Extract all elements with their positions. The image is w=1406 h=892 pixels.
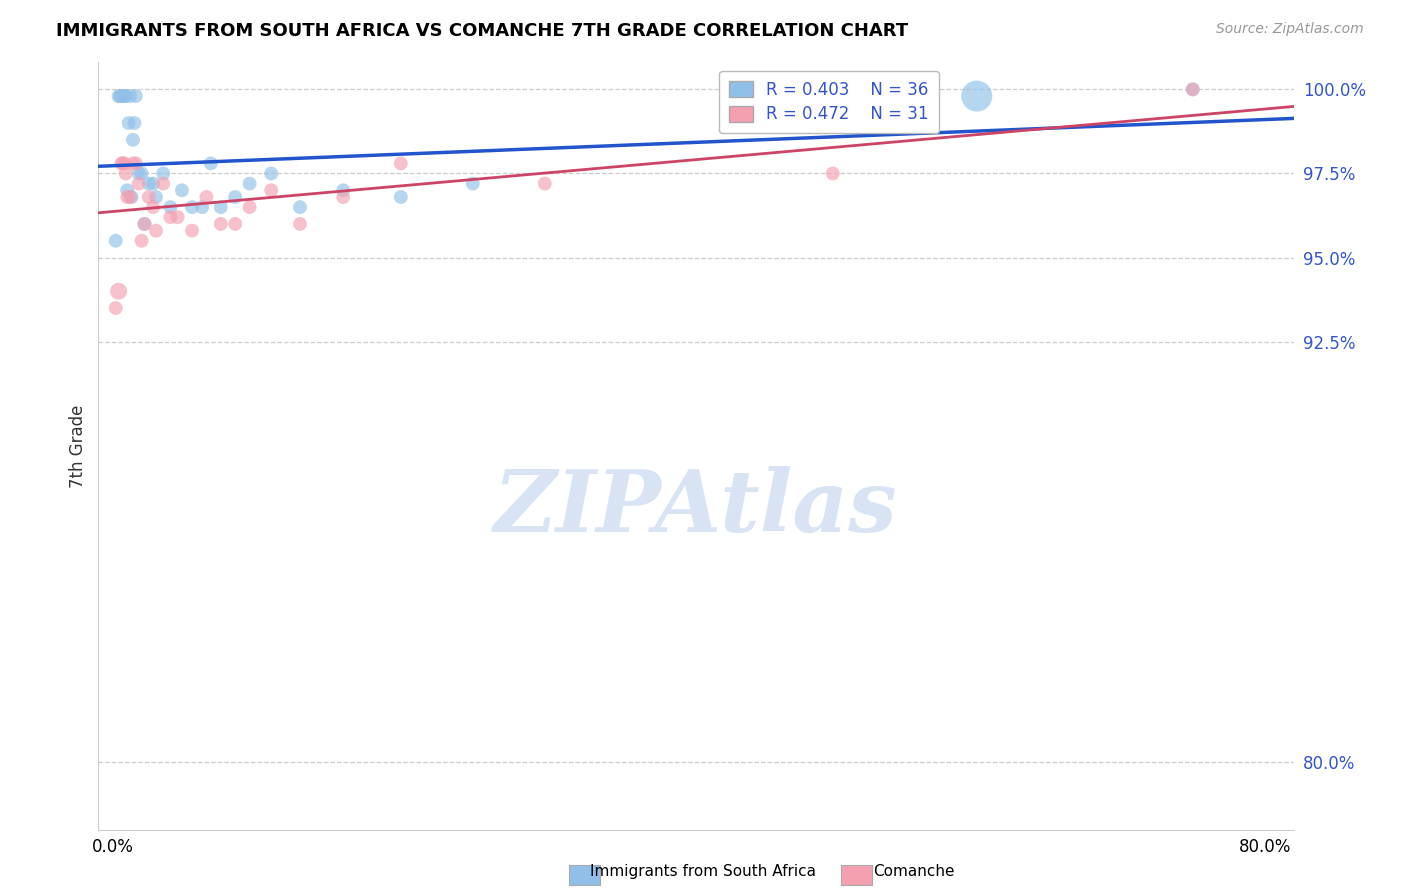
Point: [239, 177, 262, 191]
Point: [191, 200, 214, 214]
Point: [107, 89, 129, 103]
Point: [110, 156, 132, 170]
Point: [104, 301, 127, 315]
Text: Comanche: Comanche: [873, 863, 955, 879]
Point: [124, 116, 146, 130]
Point: [332, 190, 354, 204]
Point: [260, 183, 283, 197]
Point: [170, 183, 193, 197]
Point: [533, 177, 555, 191]
Point: [134, 217, 156, 231]
Point: [195, 190, 218, 204]
Point: [209, 217, 232, 231]
Text: Immigrants from South Africa: Immigrants from South Africa: [591, 863, 815, 879]
Point: [122, 156, 145, 170]
Point: [1181, 82, 1204, 96]
Point: [107, 284, 129, 298]
Point: [332, 183, 354, 197]
Point: [461, 177, 484, 191]
Point: [125, 156, 148, 170]
Point: [145, 190, 167, 204]
Point: [200, 156, 222, 170]
Point: [112, 89, 135, 103]
Point: [104, 234, 127, 248]
Point: [118, 116, 141, 130]
Point: [115, 183, 138, 197]
Point: [131, 234, 153, 248]
Point: [966, 89, 988, 103]
Point: [142, 200, 165, 214]
Point: [122, 133, 145, 147]
Point: [115, 190, 138, 204]
Point: [181, 200, 204, 214]
Point: [111, 89, 134, 103]
Point: [108, 89, 131, 103]
Legend: R = 0.403    N = 36, R = 0.472    N = 31: R = 0.403 N = 36, R = 0.472 N = 31: [720, 70, 939, 134]
Point: [142, 177, 165, 191]
Point: [120, 190, 142, 204]
Point: [181, 224, 204, 238]
Point: [152, 177, 174, 191]
Point: [152, 166, 174, 180]
Point: [128, 166, 150, 180]
Text: Source: ZipAtlas.com: Source: ZipAtlas.com: [1216, 22, 1364, 37]
Point: [120, 89, 142, 103]
Point: [166, 211, 188, 225]
Point: [209, 200, 232, 214]
Point: [114, 89, 136, 103]
Text: ZIPAtlas: ZIPAtlas: [494, 466, 898, 549]
Point: [134, 217, 156, 231]
Point: [288, 200, 311, 214]
Point: [288, 217, 311, 231]
Point: [110, 89, 132, 103]
Point: [239, 200, 262, 214]
Point: [138, 177, 160, 191]
Point: [114, 166, 136, 180]
Point: [125, 89, 148, 103]
Text: IMMIGRANTS FROM SOUTH AFRICA VS COMANCHE 7TH GRADE CORRELATION CHART: IMMIGRANTS FROM SOUTH AFRICA VS COMANCHE…: [56, 22, 908, 40]
Point: [111, 156, 134, 170]
Point: [159, 200, 181, 214]
Point: [138, 190, 160, 204]
Point: [121, 190, 143, 204]
Point: [1181, 82, 1204, 96]
Point: [821, 166, 844, 180]
Point: [128, 177, 150, 191]
Point: [131, 166, 153, 180]
Point: [389, 156, 412, 170]
Point: [159, 211, 181, 225]
Point: [389, 190, 412, 204]
Point: [112, 156, 135, 170]
Point: [224, 217, 246, 231]
Point: [145, 224, 167, 238]
Point: [260, 166, 283, 180]
Point: [224, 190, 246, 204]
Y-axis label: 7th Grade: 7th Grade: [69, 404, 87, 488]
